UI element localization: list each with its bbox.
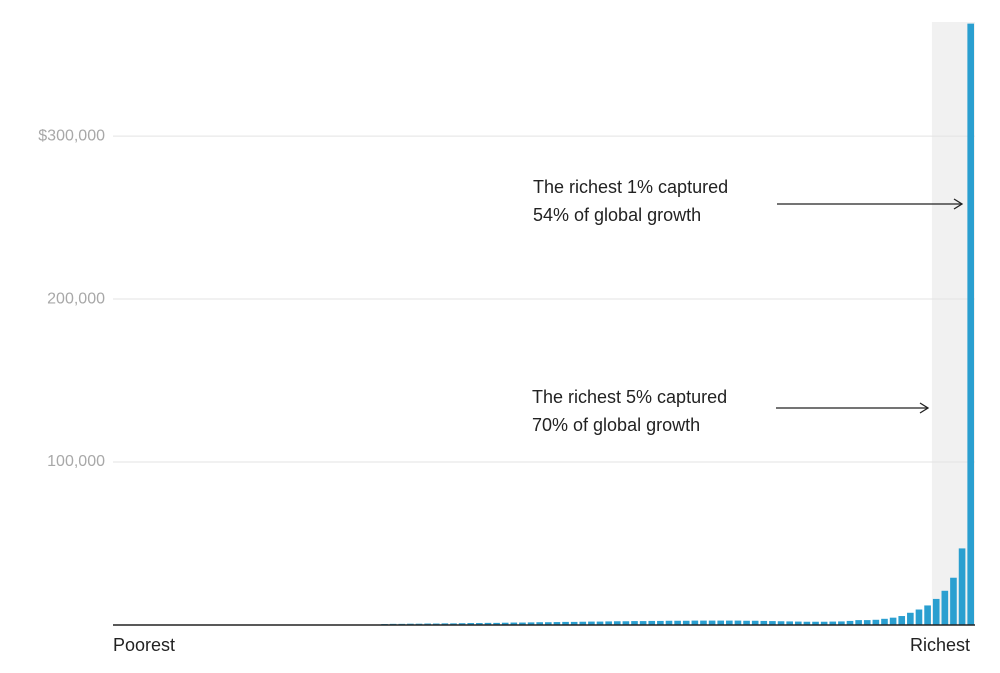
- bar: [450, 623, 457, 625]
- bar: [519, 622, 526, 625]
- bar: [536, 622, 543, 625]
- annotation-text: 54% of global growth: [533, 205, 701, 225]
- bar: [820, 621, 828, 625]
- bar: [760, 620, 768, 625]
- bar: [898, 616, 906, 625]
- bar: [967, 23, 974, 625]
- arrow-head: [953, 198, 964, 210]
- bar: [700, 620, 707, 625]
- bar: [726, 620, 733, 625]
- annotation-text: The richest 1% captured: [533, 177, 728, 197]
- bar: [932, 598, 940, 625]
- bar: [915, 609, 923, 625]
- bar: [872, 619, 880, 625]
- bar: [786, 621, 793, 625]
- bar: [467, 623, 475, 625]
- bar: [648, 620, 656, 625]
- bar: [562, 621, 569, 625]
- bar: [829, 621, 837, 625]
- bar: [924, 605, 931, 625]
- bar: [458, 623, 466, 625]
- bar: [476, 623, 483, 625]
- bar: [596, 621, 604, 625]
- bar: [812, 621, 819, 625]
- bar: [881, 618, 888, 625]
- bar: [657, 620, 664, 625]
- bar: [631, 621, 638, 625]
- bar: [527, 622, 535, 625]
- bar: [941, 590, 949, 625]
- bar: [493, 622, 500, 625]
- bar: [855, 620, 862, 625]
- bar: [794, 621, 802, 625]
- x-tick-label: Poorest: [113, 635, 175, 655]
- bar: [889, 617, 897, 625]
- bar: [622, 621, 630, 625]
- bar: [674, 620, 681, 625]
- bar: [838, 621, 845, 625]
- y-tick-label: 100,000: [47, 453, 105, 470]
- annotation-text: The richest 5% captured: [532, 387, 727, 407]
- bar: [803, 621, 811, 625]
- bar: [682, 620, 690, 625]
- bar: [950, 577, 957, 625]
- bar: [545, 622, 552, 625]
- x-tick-label: Richest: [910, 635, 970, 655]
- bar: [691, 620, 699, 625]
- arrow-head: [919, 402, 930, 414]
- bar: [777, 621, 785, 625]
- bar: [751, 620, 759, 625]
- bar: [441, 623, 449, 625]
- annotation-text: 70% of global growth: [532, 415, 700, 435]
- bar: [743, 620, 750, 625]
- bar: [734, 620, 742, 625]
- bar: [570, 621, 578, 625]
- bar: [639, 621, 647, 625]
- bar: [588, 621, 595, 625]
- bar: [613, 621, 621, 625]
- bar: [846, 620, 854, 625]
- bar: [665, 620, 673, 625]
- bar: [605, 621, 612, 625]
- bar: [907, 612, 914, 625]
- bar: [510, 622, 518, 625]
- bar: [958, 548, 966, 625]
- bar: [708, 620, 716, 625]
- bar: [501, 622, 509, 625]
- y-tick-label: $300,000: [38, 127, 105, 144]
- bar: [579, 621, 587, 625]
- y-tick-label: 200,000: [47, 290, 105, 307]
- bar: [553, 622, 561, 625]
- bar: [769, 621, 776, 625]
- bar: [484, 622, 492, 625]
- bar: [717, 620, 725, 625]
- bar: [863, 620, 871, 625]
